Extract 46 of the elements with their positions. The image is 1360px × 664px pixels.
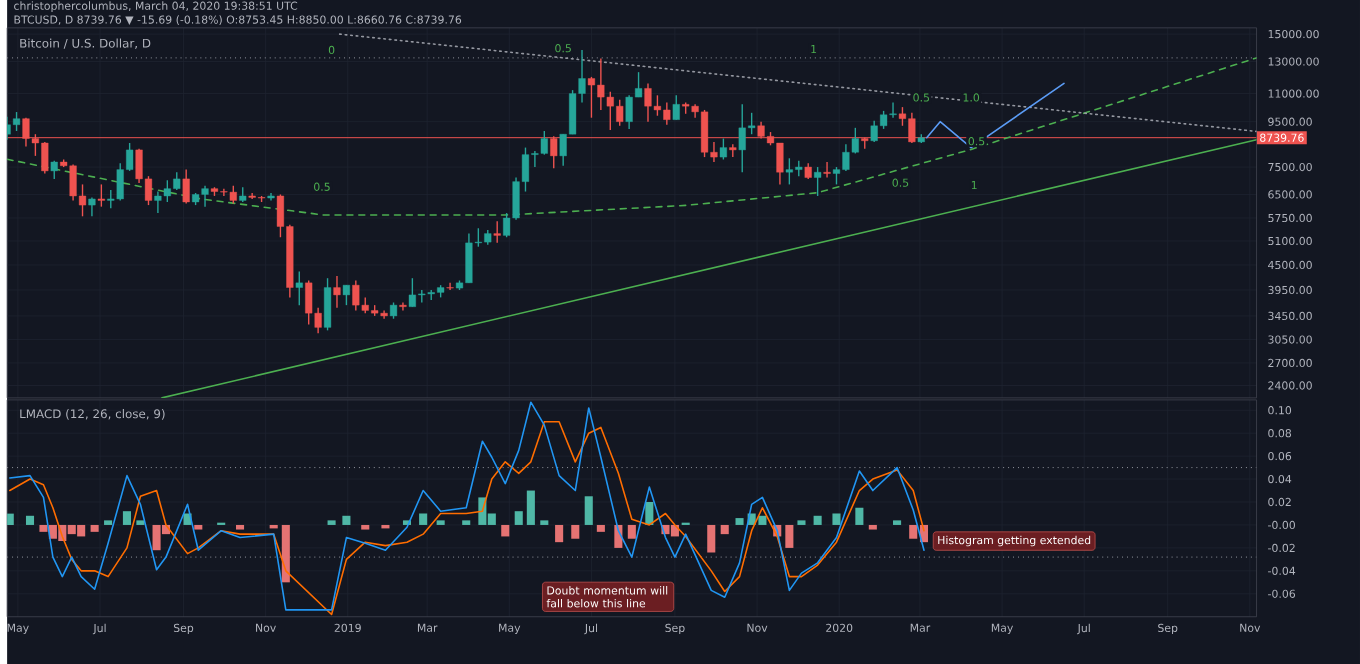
bar xyxy=(90,524,99,532)
candlestick xyxy=(823,161,831,178)
bar xyxy=(25,515,35,525)
candlestick xyxy=(342,284,350,306)
bar xyxy=(813,515,822,525)
candlestick xyxy=(323,277,332,331)
candlestick xyxy=(295,270,303,306)
bar xyxy=(832,513,841,525)
bar xyxy=(735,517,744,525)
bar xyxy=(584,496,593,525)
bar xyxy=(555,524,564,542)
bar xyxy=(122,510,131,525)
bar xyxy=(627,524,636,539)
bar xyxy=(645,501,654,525)
candlestick xyxy=(12,111,21,132)
bar xyxy=(596,524,605,532)
candlestick xyxy=(97,183,105,208)
candlestick xyxy=(50,159,58,180)
bar xyxy=(194,524,203,530)
bar xyxy=(419,513,428,525)
candlestick xyxy=(333,274,341,309)
line-series xyxy=(925,82,1065,149)
candlestick xyxy=(267,192,275,201)
candlestick xyxy=(399,301,407,311)
candlestick xyxy=(88,196,96,217)
bar xyxy=(571,524,580,539)
bar xyxy=(514,510,523,525)
bar xyxy=(281,524,290,583)
line-series xyxy=(7,56,1257,216)
bar xyxy=(236,524,245,530)
bar xyxy=(342,515,351,525)
bar xyxy=(785,524,794,548)
candlestick xyxy=(729,143,737,158)
bar xyxy=(868,524,877,530)
bar xyxy=(501,524,510,537)
bar xyxy=(855,507,864,525)
bar xyxy=(707,524,716,553)
candlestick xyxy=(719,137,727,160)
bar xyxy=(720,524,729,534)
bar xyxy=(526,490,535,525)
candlestick xyxy=(814,166,822,197)
candlestick xyxy=(493,220,501,244)
candlestick xyxy=(672,94,680,121)
candlestick xyxy=(182,168,190,204)
bar xyxy=(361,524,370,530)
candlestick xyxy=(446,281,454,291)
